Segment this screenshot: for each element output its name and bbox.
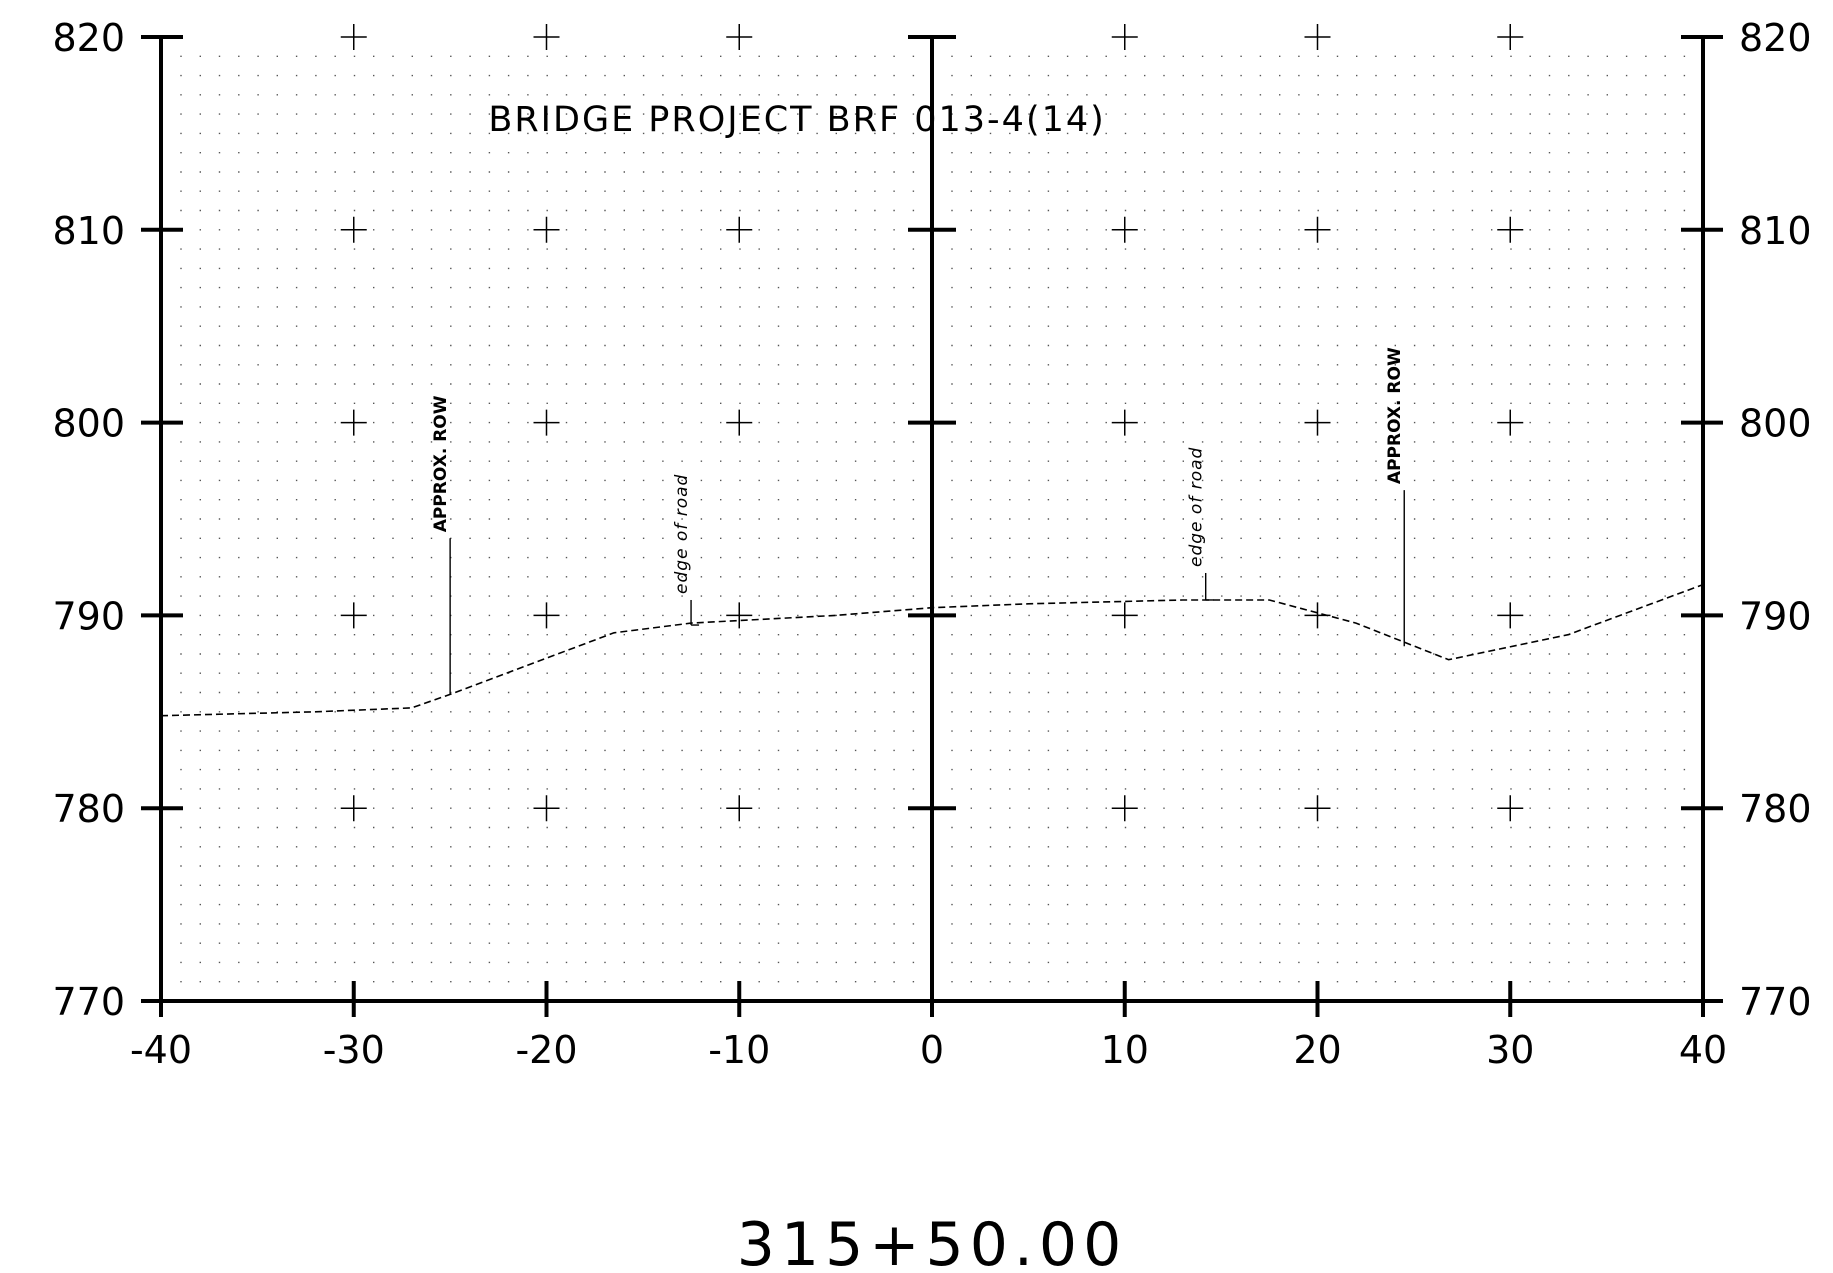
annotations: APPROX. ROW edge of road edge of road APPRO… — [431, 347, 1405, 695]
grid-cross — [1497, 795, 1524, 822]
grid-cross — [533, 409, 560, 436]
grid-cross — [1304, 795, 1331, 822]
x-tick-label: 0 — [920, 1028, 944, 1072]
y-tick-label-left: 810 — [52, 209, 125, 253]
grid-cross — [340, 24, 367, 50]
y-tick-label-right: 800 — [1739, 402, 1812, 446]
approx-row-marker: APPROX. ROW — [431, 395, 451, 695]
grid-cross — [1497, 24, 1524, 50]
grid-cross — [726, 795, 753, 822]
grid-cross — [726, 602, 753, 629]
grid-cross — [1497, 409, 1524, 436]
station-label: 315+50.00 — [737, 1210, 1128, 1273]
y-tick-label-right: 820 — [1739, 16, 1812, 60]
grid-cross — [1111, 24, 1138, 50]
edge-of-road-marker: edge of road — [672, 474, 700, 626]
grid-cross — [533, 795, 560, 822]
marker-label: APPROX. ROW — [431, 395, 451, 532]
y-tick-label-left: 820 — [52, 16, 125, 60]
grid-cross — [1304, 24, 1331, 50]
y-tick-label-right: 790 — [1739, 594, 1812, 638]
x-tick-label: 30 — [1486, 1028, 1534, 1072]
x-tick-label: 40 — [1679, 1028, 1727, 1072]
y-tick-label-left: 790 — [52, 594, 125, 638]
edge-of-road-marker: edge of road — [1187, 447, 1214, 601]
axis-ticks — [141, 35, 1723, 1017]
y-tick-label-right: 770 — [1739, 980, 1812, 1024]
x-tick-label: -40 — [130, 1028, 192, 1072]
grid-cross — [533, 24, 560, 50]
y-tick-label-left: 800 — [52, 402, 125, 446]
grid-cross — [726, 409, 753, 436]
x-tick-label: 10 — [1101, 1028, 1149, 1072]
x-tick-label: -20 — [515, 1028, 577, 1072]
y-tick-label-left: 780 — [52, 787, 125, 831]
grid-cross — [1304, 409, 1331, 436]
grid-cross — [340, 409, 367, 436]
grid-cross — [1497, 216, 1524, 243]
ground-profile — [160, 583, 1704, 717]
grid-cross — [340, 216, 367, 243]
chart-title: BRIDGE PROJECT BRF 013-4(14) — [488, 100, 1105, 140]
y-tick-label-right: 780 — [1739, 787, 1812, 831]
y-tick-label-right: 810 — [1739, 209, 1812, 253]
x-tick-label: -10 — [708, 1028, 770, 1072]
ground-line — [160, 583, 1704, 717]
approx-row-marker: APPROX. ROW — [1385, 347, 1405, 647]
grid-cross — [1497, 602, 1524, 629]
marker-label: edge of road — [672, 474, 692, 594]
marker-label: edge of road — [1187, 447, 1207, 567]
grid-cross — [533, 216, 560, 243]
grid-cross — [1304, 216, 1331, 243]
grid-cross — [533, 602, 560, 629]
y-tick-label-left: 770 — [52, 980, 125, 1024]
grid-cross — [340, 602, 367, 629]
grid-cross — [1111, 795, 1138, 822]
grid-cross — [1111, 602, 1138, 629]
grid-crosses — [340, 24, 1524, 822]
tick-labels: 770 770 780 780 790 790 800 800 810 810 820 820 -40 -… — [52, 16, 1811, 1072]
x-tick-label: 20 — [1293, 1028, 1341, 1072]
x-tick-label: -30 — [323, 1028, 385, 1072]
grid-cross — [340, 795, 367, 822]
grid-cross — [1111, 409, 1138, 436]
grid-cross — [1111, 216, 1138, 243]
grid-cross — [726, 24, 753, 50]
grid-cross — [726, 216, 753, 243]
marker-label: APPROX. ROW — [1385, 347, 1405, 484]
